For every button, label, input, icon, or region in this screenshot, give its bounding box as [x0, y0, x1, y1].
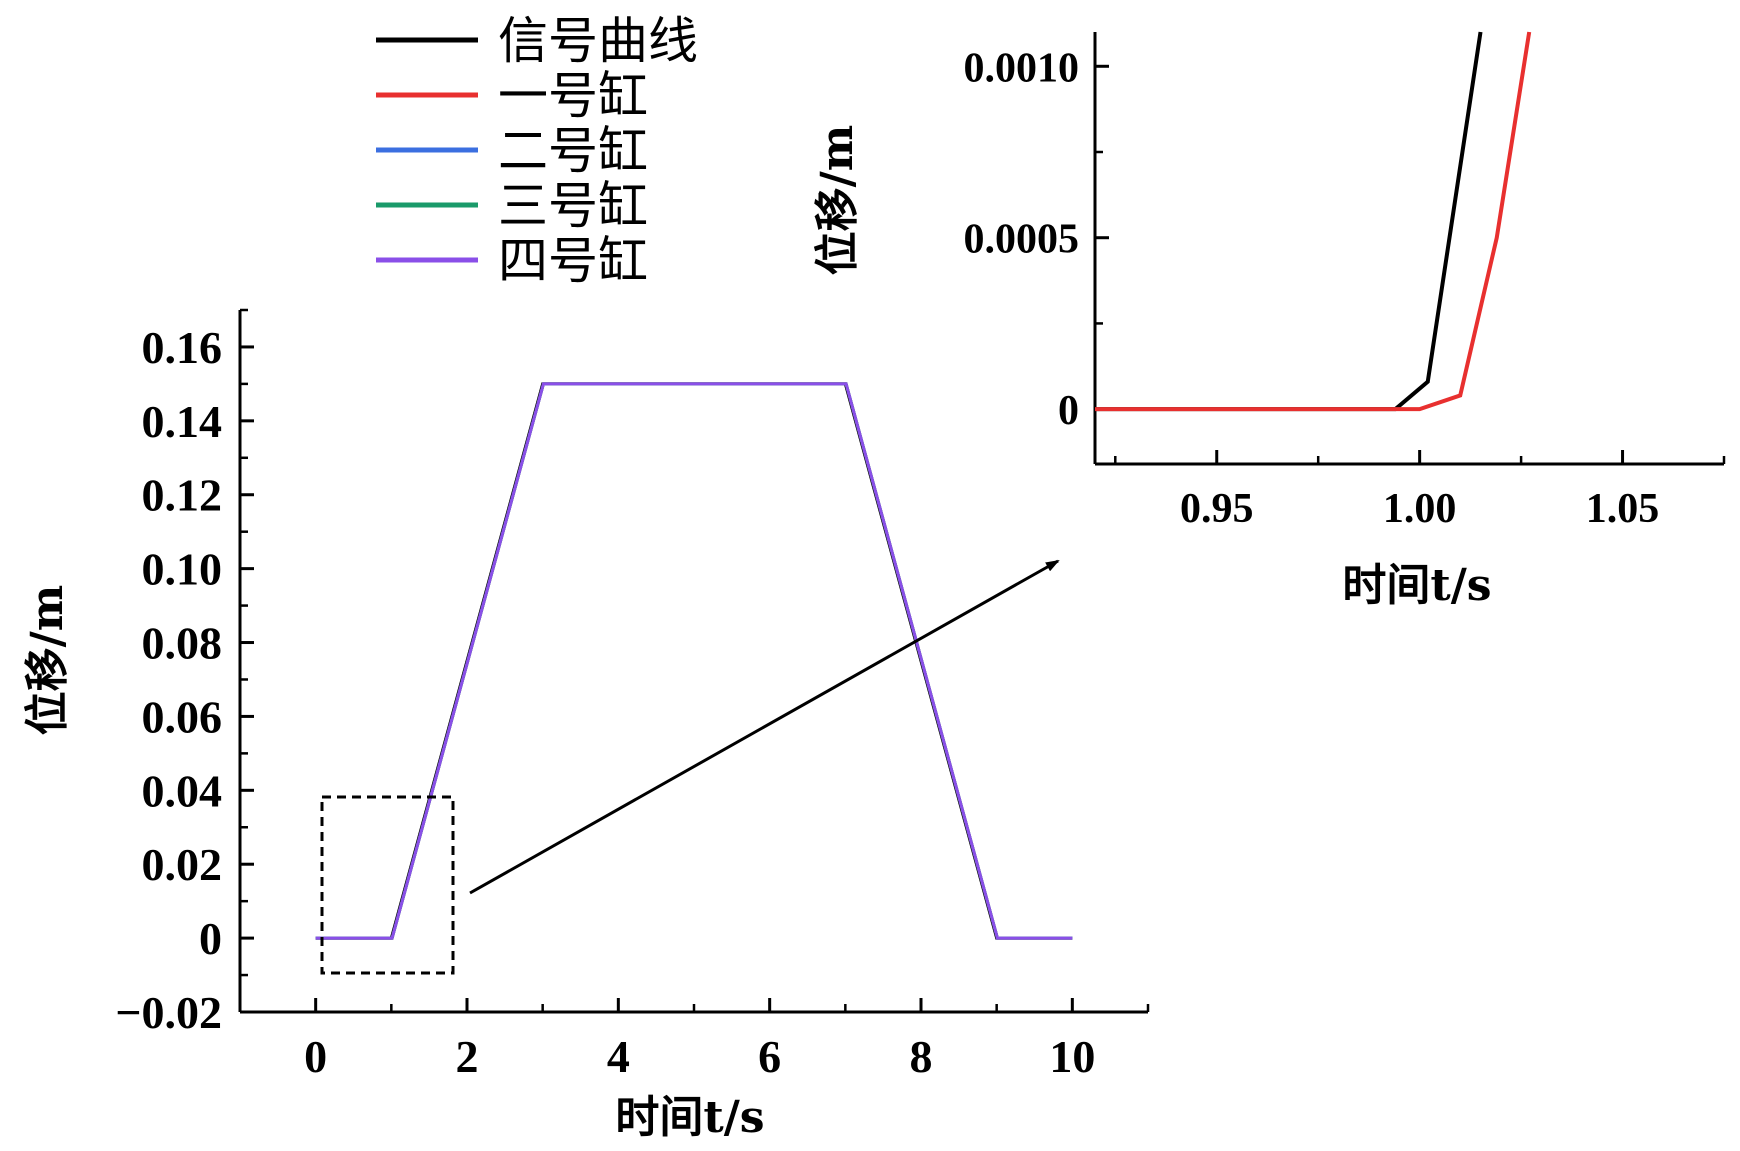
inset-plot: 0.95 1.00 1.05 0 0.0005 0.0010 时间t/s 位移/m	[812, 31, 1726, 611]
main-x-tick-label: 10	[1049, 1031, 1095, 1082]
main-x-tick-label: 0	[304, 1031, 327, 1082]
main-series-line-4	[315, 382, 1073, 940]
main-series-line-1	[315, 382, 1073, 940]
inset-y-tick-label: 0.0010	[964, 45, 1080, 91]
main-x-tick-label: 2	[456, 1031, 479, 1082]
main-x-axis-title: 时间t/s	[615, 1092, 764, 1143]
main-y-tick-label: 0	[199, 913, 222, 964]
inset-y-tick-label: 0	[1058, 388, 1079, 434]
zoom-arrow	[469, 559, 1060, 895]
inset-x-tick-label: 1.05	[1586, 486, 1660, 532]
legend-label-2: 一号缸	[498, 67, 648, 125]
inset-y-axis-title: 位移/m	[812, 125, 863, 276]
legend-label-1: 信号曲线	[498, 12, 698, 70]
main-y-tick-label: 0.08	[142, 618, 223, 669]
main-y-tick-label: 0.16	[142, 322, 223, 373]
legend-label-5: 四号缸	[498, 232, 648, 290]
legend-label-4: 三号缸	[498, 177, 648, 235]
inset-ticks: 0.95 1.00 1.05 0 0.0005 0.0010	[964, 45, 1726, 532]
main-series-line-5	[315, 382, 1073, 940]
inset-series-line-1	[1095, 31, 1483, 412]
legend-label-3: 二号缸	[498, 122, 648, 180]
main-y-tick-label: 0.04	[142, 765, 223, 816]
zoom-region-box	[320, 795, 455, 975]
main-y-tick-label: 0.14	[142, 396, 223, 447]
inset-x-tick-label: 0.95	[1180, 486, 1254, 532]
inset-series-line-2	[1095, 31, 1532, 412]
inset-series	[1095, 31, 1532, 412]
main-x-tick-label: 8	[910, 1031, 933, 1082]
main-series-line-2	[315, 382, 1073, 940]
main-ticks: 0 2 4 6 8 10 −0.02 0 0.02 0.04 0.06 0.08 0.10 0.12 0.1…	[115, 308, 1150, 1082]
main-series	[315, 382, 1073, 940]
main-y-tick-label: −0.02	[115, 987, 222, 1038]
main-axes	[238, 310, 1148, 1014]
main-x-tick-label: 6	[758, 1031, 781, 1082]
inset-x-tick-label: 1.00	[1383, 486, 1457, 532]
main-series-line-3	[315, 382, 1073, 940]
inset-axes	[1093, 32, 1724, 466]
main-y-tick-label: 0.12	[142, 470, 223, 521]
inset-x-axis-title: 时间t/s	[1342, 560, 1491, 611]
main-y-axis-title: 位移/m	[22, 585, 73, 736]
inset-y-tick-label: 0.0005	[964, 217, 1080, 263]
main-x-tick-label: 4	[607, 1031, 630, 1082]
main-y-tick-label: 0.10	[142, 544, 223, 595]
main-y-tick-label: 0.06	[142, 691, 223, 742]
main-y-tick-label: 0.02	[142, 839, 223, 890]
main-plot: 0 2 4 6 8 10 −0.02 0 0.02 0.04 0.06 0.08 0.10 0.12 0.1…	[22, 308, 1150, 1143]
